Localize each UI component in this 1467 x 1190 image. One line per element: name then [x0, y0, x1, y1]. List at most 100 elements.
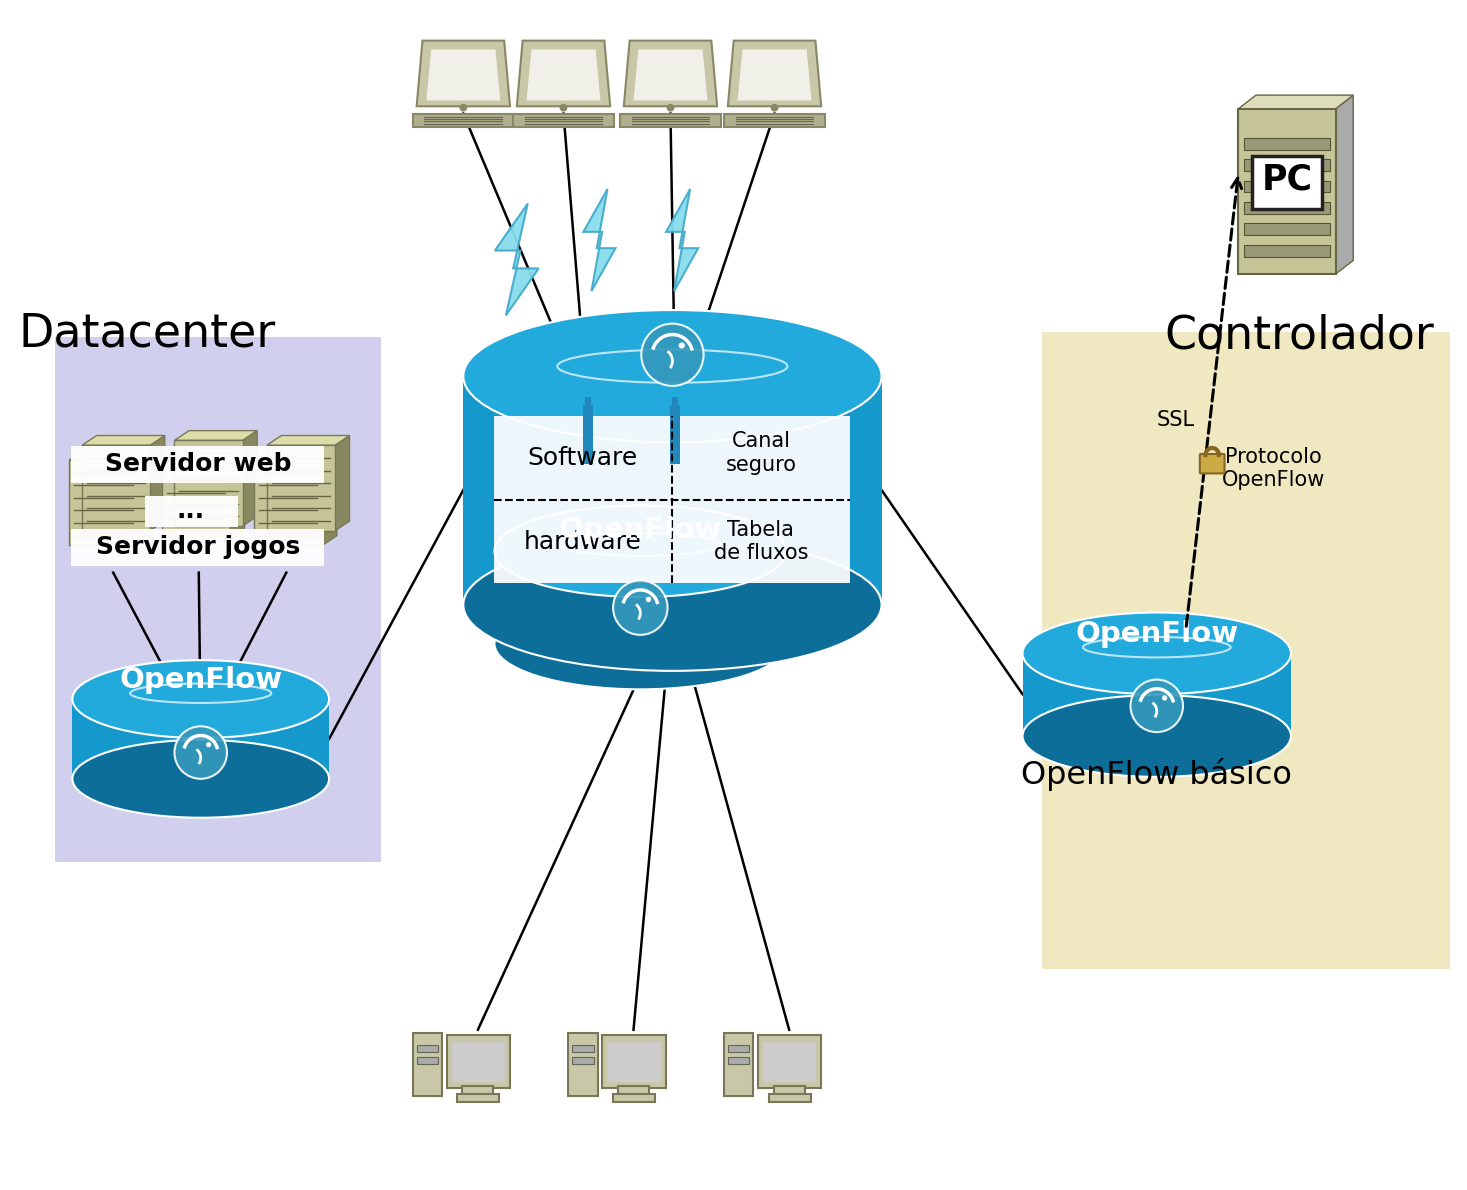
Text: PC: PC [1262, 163, 1313, 196]
Polygon shape [150, 436, 164, 531]
Ellipse shape [464, 311, 882, 443]
Text: Tabela
de fluxos: Tabela de fluxos [713, 520, 808, 563]
FancyBboxPatch shape [412, 1033, 442, 1096]
Polygon shape [621, 113, 722, 126]
FancyBboxPatch shape [417, 1057, 439, 1064]
Polygon shape [242, 431, 257, 526]
FancyBboxPatch shape [572, 1057, 594, 1064]
Polygon shape [427, 50, 500, 100]
Polygon shape [666, 189, 698, 292]
Polygon shape [138, 450, 153, 545]
Polygon shape [230, 445, 245, 540]
FancyBboxPatch shape [69, 459, 138, 545]
Circle shape [459, 104, 467, 112]
Polygon shape [728, 40, 822, 106]
FancyBboxPatch shape [462, 1086, 493, 1096]
FancyBboxPatch shape [1238, 108, 1336, 274]
Text: SSL: SSL [1156, 409, 1194, 430]
Circle shape [641, 324, 704, 386]
Circle shape [613, 581, 667, 635]
Circle shape [175, 726, 227, 778]
Text: Servidor web: Servidor web [104, 452, 290, 476]
Polygon shape [494, 203, 538, 315]
FancyBboxPatch shape [161, 455, 230, 540]
Circle shape [666, 104, 675, 112]
FancyBboxPatch shape [672, 396, 678, 411]
Polygon shape [1022, 653, 1291, 737]
Circle shape [205, 743, 211, 747]
Polygon shape [464, 376, 882, 605]
FancyBboxPatch shape [494, 416, 851, 583]
Ellipse shape [494, 506, 786, 597]
FancyBboxPatch shape [1244, 138, 1331, 150]
Polygon shape [494, 551, 786, 644]
FancyBboxPatch shape [54, 337, 380, 863]
Polygon shape [82, 436, 164, 445]
Text: Datacenter: Datacenter [19, 312, 276, 357]
FancyBboxPatch shape [670, 406, 681, 464]
Polygon shape [634, 50, 707, 100]
Polygon shape [69, 450, 153, 459]
Circle shape [1162, 695, 1168, 701]
Ellipse shape [1022, 613, 1291, 694]
FancyBboxPatch shape [1244, 202, 1331, 214]
FancyBboxPatch shape [1244, 159, 1331, 171]
Ellipse shape [72, 740, 329, 818]
FancyBboxPatch shape [267, 445, 334, 531]
FancyBboxPatch shape [1042, 332, 1451, 970]
FancyBboxPatch shape [773, 1086, 805, 1096]
Circle shape [679, 343, 685, 349]
FancyBboxPatch shape [613, 1094, 654, 1102]
Polygon shape [254, 450, 337, 459]
Text: OpenFlow básico: OpenFlow básico [1021, 758, 1292, 791]
Polygon shape [161, 445, 245, 455]
FancyBboxPatch shape [758, 1034, 822, 1088]
FancyBboxPatch shape [568, 1033, 597, 1096]
Polygon shape [323, 450, 337, 545]
Polygon shape [1336, 95, 1353, 274]
FancyBboxPatch shape [603, 1034, 666, 1088]
Text: OpenFlow: OpenFlow [559, 515, 722, 544]
Polygon shape [513, 113, 615, 126]
FancyBboxPatch shape [725, 1033, 753, 1096]
Text: Protocolo
OpenFlow: Protocolo OpenFlow [1222, 447, 1325, 490]
FancyBboxPatch shape [585, 396, 591, 411]
Polygon shape [725, 113, 824, 126]
FancyBboxPatch shape [728, 1045, 750, 1052]
FancyBboxPatch shape [763, 1042, 816, 1082]
Polygon shape [738, 50, 811, 100]
FancyBboxPatch shape [447, 1034, 511, 1088]
Polygon shape [175, 431, 257, 440]
Text: Canal
seguro: Canal seguro [725, 432, 797, 475]
Text: Controlador: Controlador [1165, 314, 1435, 358]
FancyBboxPatch shape [618, 1086, 648, 1096]
Ellipse shape [494, 597, 786, 689]
Circle shape [559, 104, 568, 112]
Polygon shape [412, 113, 513, 126]
Ellipse shape [1022, 695, 1291, 777]
FancyBboxPatch shape [1244, 181, 1331, 193]
Text: Software: Software [528, 446, 638, 470]
Ellipse shape [72, 660, 329, 738]
Polygon shape [1238, 95, 1353, 108]
FancyBboxPatch shape [82, 445, 150, 531]
FancyBboxPatch shape [72, 446, 324, 483]
Polygon shape [623, 40, 717, 106]
FancyBboxPatch shape [72, 528, 324, 565]
FancyBboxPatch shape [728, 1057, 750, 1064]
Circle shape [1131, 679, 1182, 732]
FancyBboxPatch shape [458, 1094, 499, 1102]
FancyBboxPatch shape [417, 1045, 439, 1052]
Polygon shape [417, 40, 511, 106]
Text: OpenFlow: OpenFlow [119, 665, 282, 694]
FancyBboxPatch shape [1244, 245, 1331, 257]
FancyBboxPatch shape [582, 406, 593, 464]
FancyBboxPatch shape [1200, 453, 1225, 474]
FancyBboxPatch shape [145, 496, 238, 527]
FancyBboxPatch shape [769, 1094, 811, 1102]
Polygon shape [334, 436, 349, 531]
Text: Servidor jogos: Servidor jogos [95, 536, 299, 559]
Circle shape [770, 104, 779, 112]
Text: hardware: hardware [524, 530, 643, 553]
Ellipse shape [464, 539, 882, 671]
